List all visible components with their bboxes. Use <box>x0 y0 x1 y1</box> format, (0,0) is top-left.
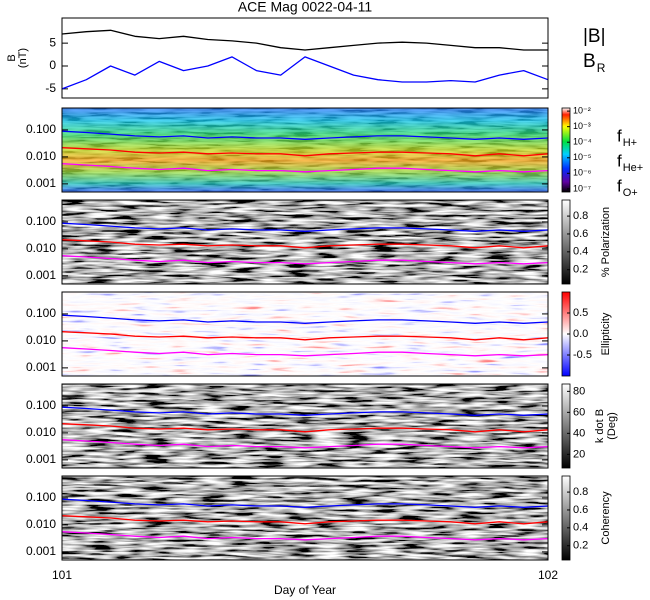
colorbar-label: Ellipticity <box>600 312 612 355</box>
y-tick-label: 0.100 <box>26 398 56 412</box>
colorbar-tick-label: 0.0 <box>573 328 588 340</box>
colorbar-tick-label: 60 <box>573 406 585 418</box>
y-tick-label: 0.010 <box>26 425 56 439</box>
legend-subscript: R <box>597 61 606 75</box>
plot-frame <box>61 107 549 193</box>
colorbar-tick-label: 0.2 <box>573 264 588 276</box>
series-line <box>61 406 549 416</box>
y-tick-label: 0.010 <box>26 149 56 163</box>
y-tick-label: 0.010 <box>26 241 56 255</box>
series-line <box>61 222 549 232</box>
legend-subscript: H+ <box>623 137 637 149</box>
series-line <box>61 163 549 173</box>
y-tick-label: 0.010 <box>26 333 56 347</box>
series-line <box>61 314 549 324</box>
series-line <box>61 130 549 140</box>
legend-label: B <box>583 51 596 72</box>
plot-frame <box>61 475 549 561</box>
colorbar-label: (Deg) <box>606 412 618 440</box>
colorbar-tick-label: 0.2 <box>573 540 588 552</box>
colorbar-tick-label: 40 <box>573 427 585 439</box>
colorbar-tick-label: 0.8 <box>573 210 588 222</box>
colorbar-tick-label: 10⁻² <box>573 105 591 115</box>
series-line <box>61 347 549 357</box>
series-line <box>61 531 549 541</box>
series-line <box>61 515 549 525</box>
colorbar-tick-label: 0.5 <box>573 307 588 319</box>
y-tick-label: 0.100 <box>26 490 56 504</box>
series-line <box>61 439 549 449</box>
plot-frame <box>61 199 549 285</box>
colorbar <box>561 475 571 561</box>
spectrogram-texture <box>62 108 548 192</box>
x-tick-label: 102 <box>538 568 558 582</box>
series-line <box>61 239 549 249</box>
colorbar <box>561 383 571 469</box>
colorbar-tick-label: 10⁻⁷ <box>573 183 591 193</box>
y-axis-label: (nT) <box>17 48 29 68</box>
plot-frame <box>61 291 549 377</box>
legend-label: |B| <box>583 26 606 47</box>
y-tick-label: 0.001 <box>26 544 56 558</box>
spectrogram-background <box>62 476 548 560</box>
colorbar-tick-label: 10⁻⁵ <box>573 152 592 162</box>
colorbar-label: k dot B <box>594 409 606 443</box>
x-tick-label: 101 <box>52 568 72 582</box>
series-line <box>61 147 549 157</box>
y-tick-label: 0.100 <box>26 214 56 228</box>
y-tick-label: 0.010 <box>26 517 56 531</box>
colorbar-label: % Polarization <box>600 207 612 277</box>
series-line <box>61 498 549 508</box>
series-line <box>61 255 549 265</box>
colorbar-tick-label: 10⁻³ <box>573 121 591 131</box>
chart-title: ACE Mag 0022-04-11 <box>238 0 373 15</box>
colorbar-tick-label: 0.8 <box>573 486 588 498</box>
colorbar-tick-label: 10⁻⁴ <box>573 137 592 147</box>
y-tick-label: 0.100 <box>26 122 56 136</box>
y-tick-label: 0.001 <box>26 268 56 282</box>
plot-frame <box>61 17 549 99</box>
series-line <box>61 423 549 433</box>
spectrogram-background <box>62 200 548 284</box>
series-line <box>61 56 549 90</box>
y-tick-label: -5 <box>45 81 56 95</box>
colorbar-tick-label: 10⁻⁶ <box>573 168 592 178</box>
legend-label: f <box>617 151 622 170</box>
y-tick-label: 0.001 <box>26 452 56 466</box>
legend-label: f <box>617 126 622 145</box>
y-tick-label: 0.100 <box>26 306 56 320</box>
series-line <box>61 29 548 51</box>
legend-subscript: O+ <box>623 187 638 199</box>
colorbar <box>561 199 571 285</box>
plot-frame <box>61 383 549 469</box>
spectrogram-background <box>62 292 548 376</box>
legend-label: f <box>617 176 622 195</box>
colorbar-label: Coherency <box>600 491 612 545</box>
colorbar-tick-label: 20 <box>573 448 585 460</box>
y-tick-label: 5 <box>49 35 56 49</box>
plot-area <box>62 18 548 98</box>
colorbar <box>561 107 571 193</box>
colorbar-tick-label: 0.4 <box>573 522 588 534</box>
y-tick-label: 0.001 <box>26 176 56 190</box>
colorbar-tick-label: -0.5 <box>573 349 592 361</box>
legend-subscript: He+ <box>623 162 644 174</box>
colorbar-tick-label: 0.6 <box>573 504 588 516</box>
colorbar-tick-label: 80 <box>573 385 585 397</box>
series-line <box>61 331 549 341</box>
colorbar-tick-label: 0.6 <box>573 228 588 240</box>
y-tick-label: 0.001 <box>26 360 56 374</box>
colorbar-tick-label: 0.4 <box>573 246 588 258</box>
spectrogram-background <box>62 384 548 468</box>
x-axis-label: Day of Year <box>274 583 336 597</box>
y-axis-label: B <box>6 54 18 61</box>
y-tick-label: 0 <box>49 58 56 72</box>
